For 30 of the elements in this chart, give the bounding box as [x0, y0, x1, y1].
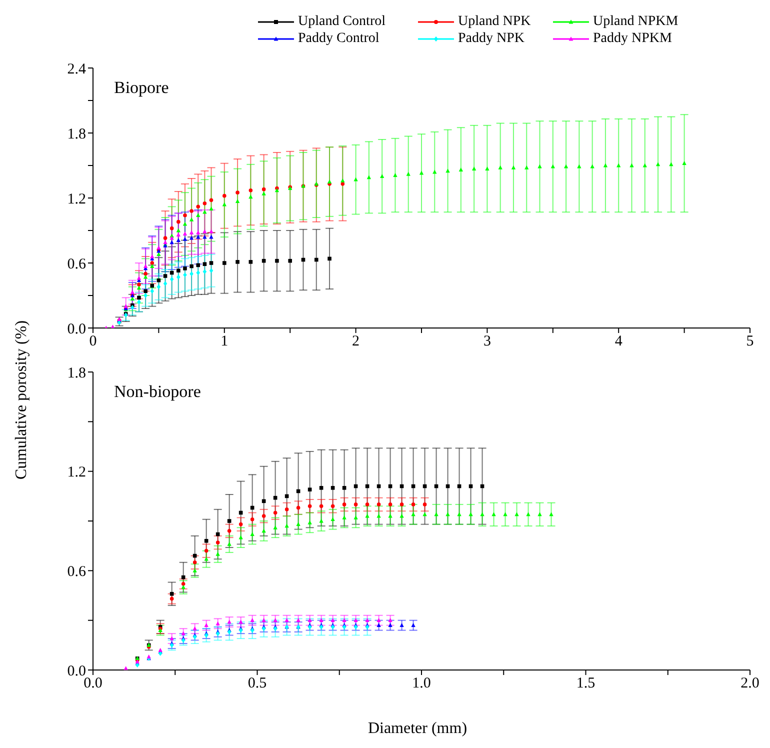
x-tick-label: 0 [89, 334, 97, 350]
y-tick-label: 1.2 [67, 191, 86, 208]
legend-label: Paddy NPK [458, 31, 525, 47]
x-tick-label: 2 [352, 334, 360, 350]
y-tick-label: 1.8 [67, 365, 86, 382]
legend-label: Upland NPKM [593, 14, 678, 30]
x-tick-label: 2.0 [740, 676, 760, 692]
x-axis-title: Diameter (mm) [366, 720, 468, 738]
y-tick-label: 0.0 [67, 663, 86, 680]
x-tick-label: 1 [220, 334, 228, 350]
y-tick-label: 0.6 [67, 256, 86, 272]
x-tick-label: 3 [483, 334, 491, 350]
y-axis-title: Cumulative porosity (%) [13, 319, 31, 482]
x-tick-label: 0.0 [84, 676, 102, 692]
y-tick-label: 0.6 [67, 564, 86, 580]
annotation: Non-biopore [114, 382, 201, 402]
y-tick-label: 1.2 [67, 464, 86, 481]
annotation: Biopore [114, 78, 169, 98]
legend-label: Upland Control [298, 14, 386, 30]
legend-label: Upland NPK [458, 14, 531, 30]
x-tick-label: 1.0 [412, 676, 431, 692]
legend-label: Paddy Control [298, 31, 380, 47]
x-tick-label: 1.5 [576, 676, 596, 692]
y-tick-label: 1.8 [67, 126, 86, 142]
legend-label: Paddy NPKM [593, 31, 672, 47]
y-tick-label: 0.0 [67, 321, 86, 338]
x-tick-label: 0.5 [248, 676, 267, 692]
y-tick-label: 2.4 [67, 61, 86, 78]
x-tick-label: 5 [746, 334, 754, 350]
x-tick-label: 4 [614, 334, 623, 350]
